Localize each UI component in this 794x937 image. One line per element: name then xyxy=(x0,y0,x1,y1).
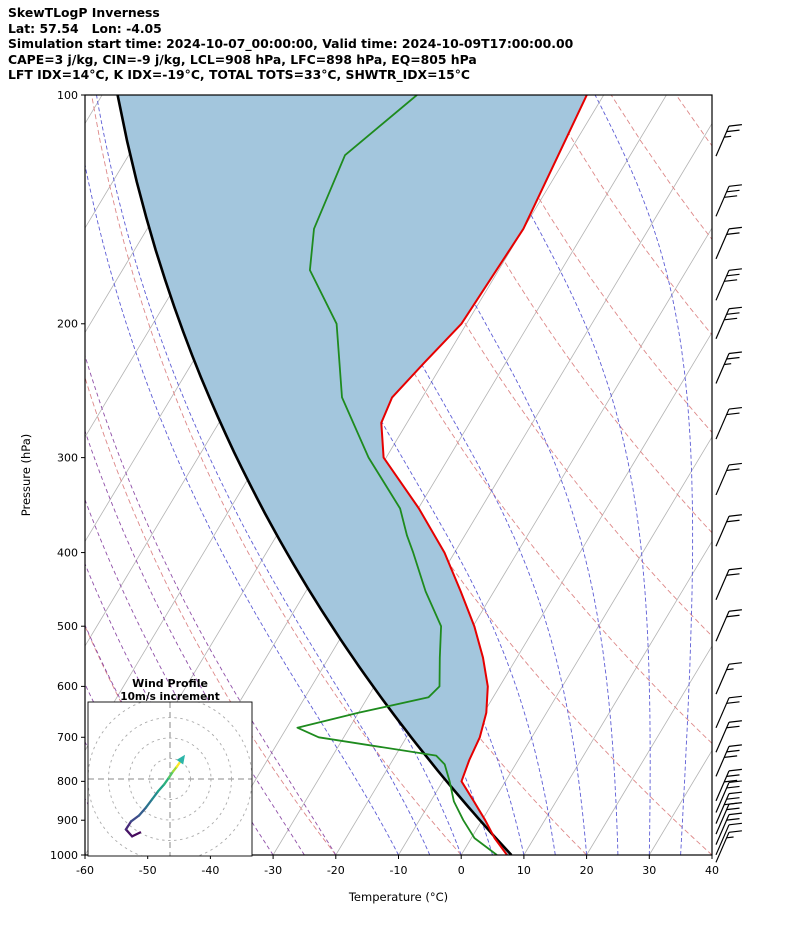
temperature-tick-label: -10 xyxy=(390,864,408,877)
temperature-tick-label: 40 xyxy=(705,864,719,877)
chart-header: SkewTLogP Inverness Lat: 57.54 Lon: -4.0… xyxy=(8,5,573,83)
temperature-tick-label: 0 xyxy=(458,864,465,877)
chart-latlon: Lat: 57.54 Lon: -4.05 xyxy=(8,20,162,36)
pressure-tick-label: 400 xyxy=(57,546,78,559)
pressure-tick-label: 1000 xyxy=(50,849,78,862)
hodograph-trace-segment xyxy=(124,828,134,838)
pressure-tick-label: 800 xyxy=(57,775,78,788)
hodograph-subtitle: 10m/s increment xyxy=(120,691,219,703)
pressure-tick-label: 300 xyxy=(57,451,78,464)
dewpoint-curve xyxy=(296,95,498,855)
hodograph-trace-segment xyxy=(124,820,133,831)
temperature-tick-label: -60 xyxy=(76,864,94,877)
pressure-tick-label: 600 xyxy=(57,680,78,693)
wind-barbs xyxy=(715,124,742,863)
temperature-tick-label: 30 xyxy=(642,864,656,877)
hodograph-trace-segment xyxy=(156,783,166,793)
hodograph-trace-segment xyxy=(162,776,171,786)
pressure-tick-label: 900 xyxy=(57,814,78,827)
hodograph-trace-segment xyxy=(130,831,142,838)
temperature-tick-label: -50 xyxy=(139,864,157,877)
pressure-tick-label: 100 xyxy=(57,89,78,102)
x-axis-title: Temperature (°C) xyxy=(348,890,448,904)
pressure-tick-label: 200 xyxy=(57,318,78,331)
temperature-tick-label: 20 xyxy=(580,864,594,877)
shaded-area xyxy=(117,95,587,855)
temperature-tick-label: -40 xyxy=(201,864,219,877)
chart-title: SkewTLogP Inverness xyxy=(8,5,160,20)
temperature-tick-label: 10 xyxy=(517,864,531,877)
pressure-tick-label: 700 xyxy=(57,731,78,744)
plot-area xyxy=(85,95,712,855)
chart-times: Simulation start time: 2024-10-07_00:00:… xyxy=(8,36,574,51)
chart-indices-line: LFT IDX=14°C, K IDX=-19°C, TOTAL TOTS=33… xyxy=(8,67,471,82)
hodograph-title: Wind Profile xyxy=(132,677,208,690)
hodograph-trace-segment xyxy=(144,798,154,809)
pressure-tick-label: 500 xyxy=(57,620,78,633)
parcel-curve xyxy=(116,95,513,855)
hodograph-trace-segment xyxy=(150,790,160,801)
chart-cape-line: CAPE=3 j/kg, CIN=-9 j/kg, LCL=908 hPa, L… xyxy=(8,51,477,67)
hodograph-trace-segment xyxy=(129,814,141,823)
temperature-curve xyxy=(380,95,588,855)
y-axis-title: Pressure (hPa) xyxy=(19,434,33,517)
hodograph-trace-segment xyxy=(167,770,175,779)
hodograph-trace-segment xyxy=(137,806,148,817)
temperature-tick-label: -30 xyxy=(264,864,282,877)
temperature-tick-label: -20 xyxy=(327,864,345,877)
hodograph-arrow xyxy=(176,754,185,765)
